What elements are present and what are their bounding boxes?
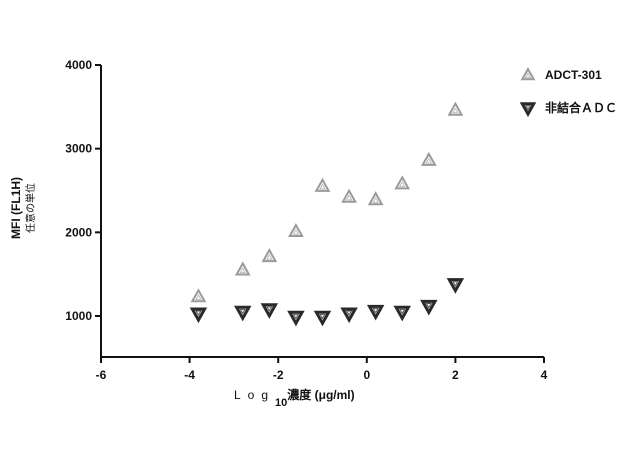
adct-301-point <box>237 263 249 274</box>
unconjugated-adc-point <box>192 309 204 320</box>
adct-301-point <box>423 154 435 165</box>
adct-301-point <box>290 225 302 236</box>
adct-301-point <box>343 191 355 202</box>
adct-301-point <box>449 104 461 115</box>
unconjugated-adc-point <box>290 312 302 323</box>
y-tick-label: 2000 <box>65 225 92 239</box>
legend-label: 非結合ＡＤＣ <box>545 100 617 115</box>
unconjugated-adc-point <box>369 306 381 317</box>
adct-301-point <box>192 290 204 301</box>
axis-titles: MFI (FL1H)任意の単位 Log10濃度 (μg/ml) <box>9 177 355 409</box>
unconjugated-adc-point <box>396 307 408 318</box>
y-tick-label: 1000 <box>65 309 92 323</box>
unconjugated-adc-point <box>316 312 328 323</box>
x-tick-label: -2 <box>273 368 284 382</box>
x-axis-title: Log10濃度 (μg/ml) <box>234 387 355 409</box>
unconjugated-adc-point <box>423 301 435 312</box>
legend-item: 非結合ＡＤＣ <box>522 100 617 115</box>
x-tick-label: -4 <box>184 368 195 382</box>
x-tick-label: 2 <box>452 368 459 382</box>
y-tick-label: 3000 <box>65 142 92 156</box>
legend-label: ADCT-301 <box>545 68 602 82</box>
data-points <box>192 104 461 324</box>
unconjugated-adc-point <box>343 309 355 320</box>
adct-301-point <box>316 180 328 191</box>
y-axis-subtitle: 任意の単位 <box>24 183 37 233</box>
x-tick-label: -6 <box>96 368 107 382</box>
unconjugated-adc-point <box>237 307 249 318</box>
x-tick-label: 4 <box>541 368 548 382</box>
adct-301-point <box>396 177 408 188</box>
adct-301-point <box>369 193 381 204</box>
axes: 1000 2000 3000 4000 -6 -4 -2 0 2 4 <box>65 58 547 382</box>
unconjugated-adc-point <box>263 305 275 316</box>
y-tick-label: 4000 <box>65 58 92 72</box>
legend: ADCT-301 非結合ＡＤＣ <box>522 68 617 115</box>
legend-item: ADCT-301 <box>522 68 602 82</box>
x-tick-label: 0 <box>363 368 370 382</box>
unconjugated-adc-point <box>449 280 461 291</box>
adct-301-point <box>263 250 275 261</box>
y-axis-title: MFI (FL1H) <box>9 177 23 239</box>
